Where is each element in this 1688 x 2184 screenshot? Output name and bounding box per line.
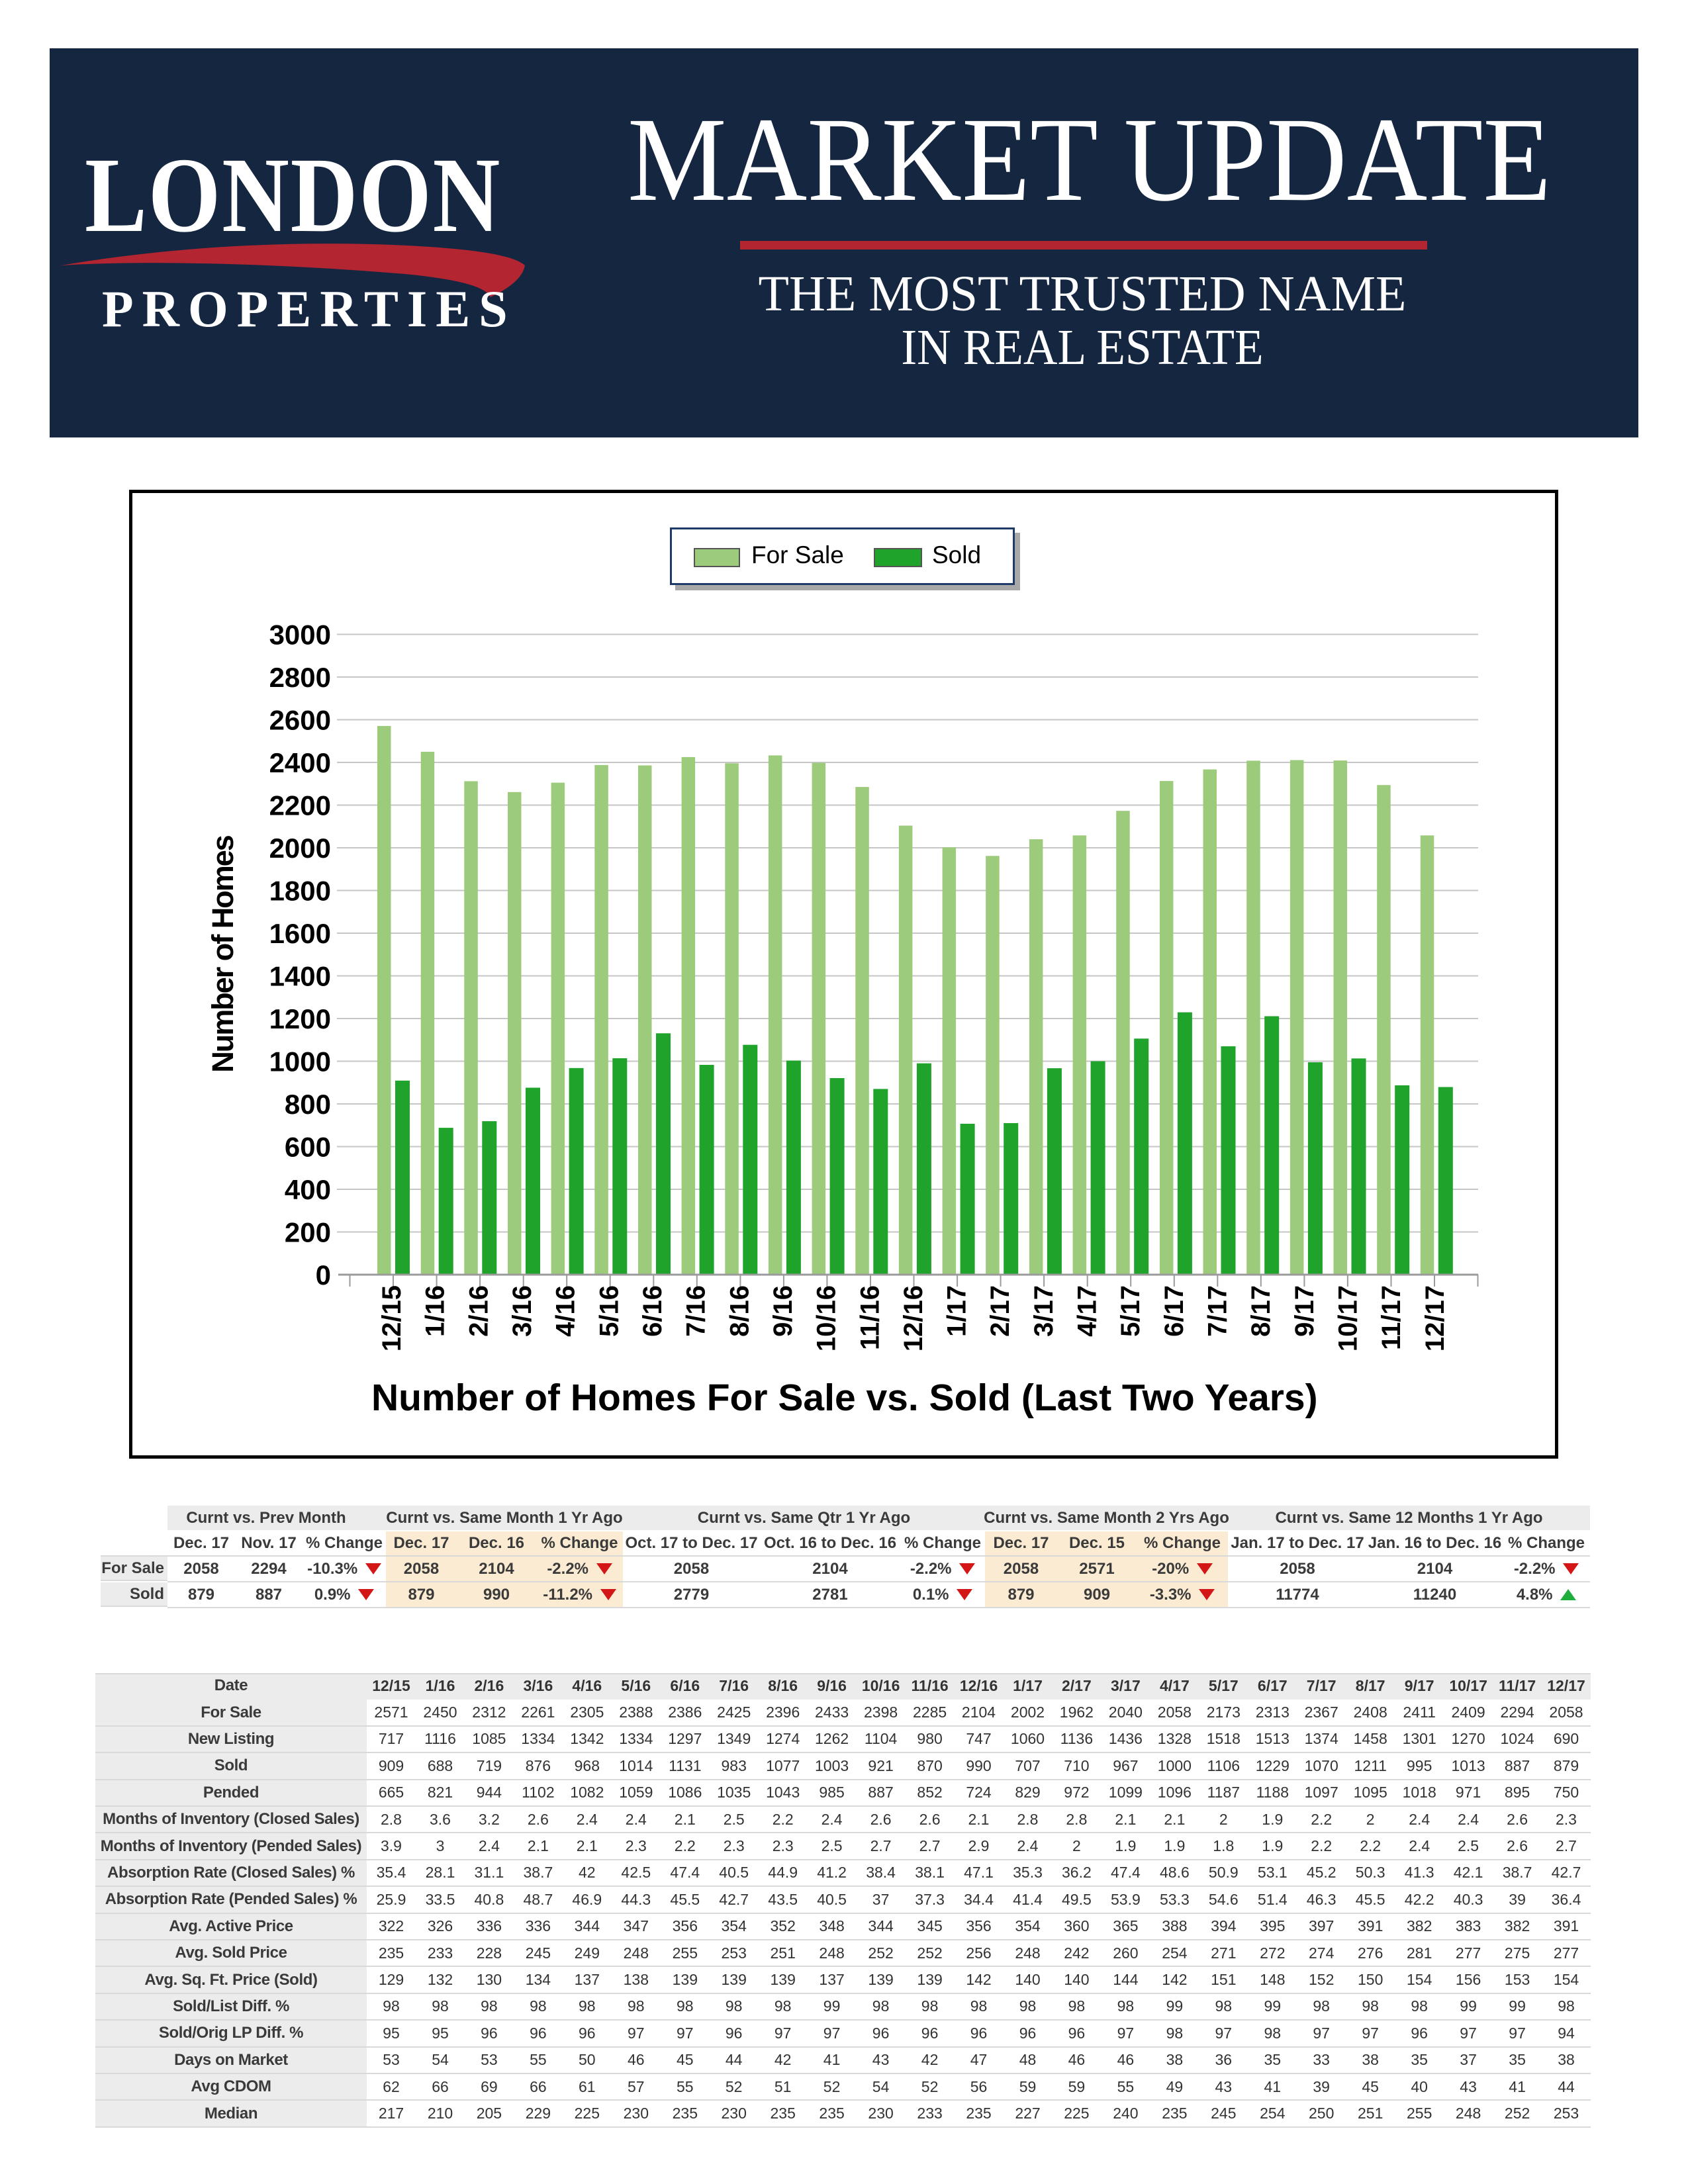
svg-text:1800: 1800	[269, 876, 331, 907]
svg-text:8/16: 8/16	[725, 1285, 754, 1337]
svg-text:6/17: 6/17	[1160, 1285, 1189, 1337]
svg-text:10/16: 10/16	[812, 1285, 841, 1351]
svg-text:2800: 2800	[269, 662, 331, 693]
svg-text:3/17: 3/17	[1029, 1285, 1058, 1337]
svg-text:1/17: 1/17	[943, 1285, 972, 1337]
svg-text:600: 600	[285, 1132, 331, 1163]
svg-text:11/17: 11/17	[1377, 1285, 1406, 1350]
svg-text:4/17: 4/17	[1073, 1285, 1102, 1337]
svg-text:5/17: 5/17	[1116, 1285, 1145, 1337]
svg-text:7/17: 7/17	[1203, 1285, 1233, 1337]
svg-text:12/17: 12/17	[1421, 1285, 1450, 1351]
svg-text:9/16: 9/16	[769, 1285, 798, 1337]
svg-text:800: 800	[285, 1089, 331, 1120]
svg-text:3/16: 3/16	[508, 1285, 537, 1337]
svg-text:10/17: 10/17	[1334, 1285, 1363, 1351]
svg-text:1400: 1400	[269, 961, 331, 992]
svg-text:7/16: 7/16	[682, 1285, 711, 1337]
svg-text:4/16: 4/16	[551, 1285, 581, 1337]
svg-text:200: 200	[285, 1217, 331, 1248]
svg-text:9/17: 9/17	[1290, 1285, 1319, 1337]
svg-text:8/17: 8/17	[1246, 1285, 1276, 1337]
svg-text:0: 0	[316, 1259, 331, 1291]
svg-text:2000: 2000	[269, 833, 331, 864]
svg-text:1600: 1600	[269, 918, 331, 949]
svg-text:2400: 2400	[269, 747, 331, 778]
svg-text:1000: 1000	[269, 1046, 331, 1077]
svg-text:12/15: 12/15	[377, 1285, 406, 1351]
svg-text:3000: 3000	[269, 619, 331, 651]
svg-text:2/16: 2/16	[464, 1285, 493, 1337]
svg-text:2200: 2200	[269, 790, 331, 821]
svg-text:11/16: 11/16	[855, 1285, 884, 1350]
svg-text:1/16: 1/16	[421, 1285, 450, 1337]
svg-text:2600: 2600	[269, 705, 331, 736]
svg-text:Number of Homes: Number of Homes	[206, 835, 240, 1073]
svg-text:5/16: 5/16	[594, 1285, 624, 1337]
svg-text:6/16: 6/16	[638, 1285, 667, 1337]
svg-text:2/17: 2/17	[986, 1285, 1015, 1337]
svg-text:12/16: 12/16	[899, 1285, 928, 1351]
svg-text:1200: 1200	[269, 1003, 331, 1034]
svg-text:400: 400	[285, 1174, 331, 1205]
